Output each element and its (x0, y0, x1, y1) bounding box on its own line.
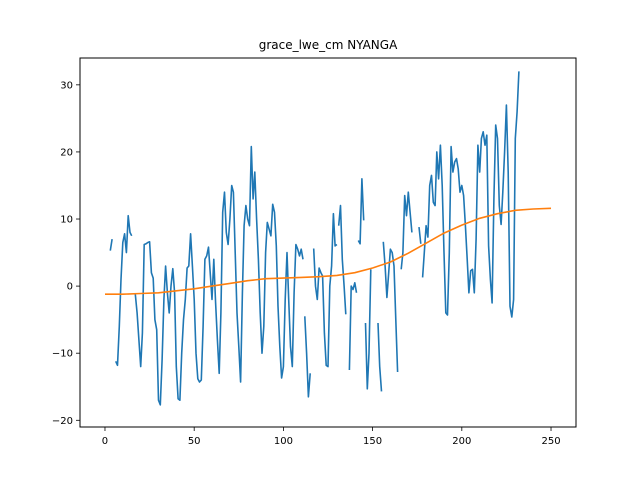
plot-area (105, 71, 552, 406)
x-axis: 0 50 100 150 200 250 (102, 427, 561, 447)
y-tick-label: 20 (60, 147, 73, 158)
x-tick-label: 50 (188, 436, 201, 447)
chart-title: grace_lwe_cm NYANGA (259, 38, 398, 52)
x-tick-label: 250 (541, 436, 560, 447)
x-tick-label: 0 (102, 436, 108, 447)
x-tick-label: 150 (363, 436, 382, 447)
x-tick-label: 200 (452, 436, 471, 447)
x-tick-label: 100 (274, 436, 293, 447)
y-axis: −20 −10 0 10 20 30 (52, 80, 80, 427)
series-line-2 (105, 207, 552, 295)
series-line-1 (109, 71, 520, 406)
y-tick-label: −20 (52, 416, 73, 427)
y-tick-label: 30 (60, 80, 73, 91)
y-tick-label: 0 (67, 282, 73, 293)
y-tick-label: −10 (52, 349, 73, 360)
y-tick-label: 10 (60, 215, 73, 226)
axes-frame (79, 57, 577, 428)
